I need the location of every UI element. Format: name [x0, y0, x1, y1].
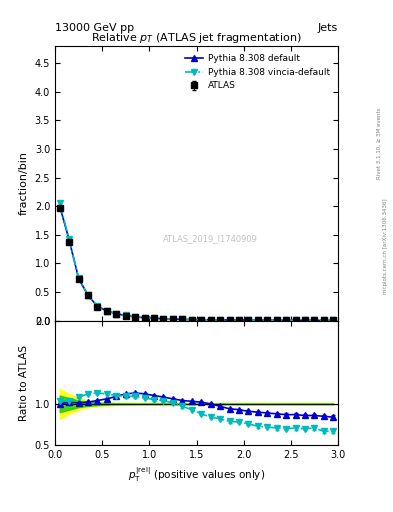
Pythia 8.308 default: [123, 312, 128, 318]
Pythia 8.308 vincia-default: [189, 316, 194, 323]
Pythia 8.308 vincia-default: [180, 316, 185, 323]
Pythia 8.308 default: [208, 317, 213, 323]
Pythia 8.308 vincia-default: [246, 317, 251, 323]
Pythia 8.308 vincia-default: [293, 317, 298, 324]
Pythia 8.308 default: [227, 317, 232, 323]
Pythia 8.308 default: [284, 317, 288, 324]
Line: Pythia 8.308 default: Pythia 8.308 default: [57, 203, 336, 323]
Pythia 8.308 default: [199, 316, 204, 323]
Pythia 8.308 default: [152, 315, 156, 322]
Pythia 8.308 default: [246, 317, 251, 323]
Pythia 8.308 default: [274, 317, 279, 323]
Pythia 8.308 vincia-default: [142, 314, 147, 321]
Pythia 8.308 vincia-default: [67, 237, 72, 243]
Pythia 8.308 default: [76, 275, 81, 282]
Pythia 8.308 vincia-default: [237, 317, 241, 323]
Pythia 8.308 vincia-default: [255, 317, 260, 323]
Pythia 8.308 default: [114, 311, 119, 317]
Pythia 8.308 vincia-default: [265, 317, 270, 323]
Pythia 8.308 vincia-default: [76, 275, 81, 282]
Pythia 8.308 vincia-default: [321, 317, 326, 324]
X-axis label: $p_{\mathrm{T}}^{\mathrm{|rel|}}$ (positive values only): $p_{\mathrm{T}}^{\mathrm{|rel|}}$ (posit…: [128, 466, 265, 484]
Pythia 8.308 vincia-default: [133, 314, 138, 320]
Pythia 8.308 vincia-default: [303, 317, 307, 324]
Pythia 8.308 vincia-default: [57, 200, 62, 206]
Pythia 8.308 default: [303, 317, 307, 324]
Text: 13000 GeV pp: 13000 GeV pp: [55, 23, 134, 33]
Pythia 8.308 vincia-default: [218, 317, 222, 323]
Pythia 8.308 default: [218, 317, 222, 323]
Pythia 8.308 default: [57, 203, 62, 209]
Pythia 8.308 default: [265, 317, 270, 323]
Legend: Pythia 8.308 default, Pythia 8.308 vincia-default, ATLAS: Pythia 8.308 default, Pythia 8.308 vinci…: [182, 51, 334, 94]
Pythia 8.308 vincia-default: [105, 308, 109, 314]
Pythia 8.308 default: [161, 316, 166, 322]
Pythia 8.308 vincia-default: [227, 317, 232, 323]
Pythia 8.308 vincia-default: [208, 317, 213, 323]
Pythia 8.308 vincia-default: [86, 292, 90, 298]
Pythia 8.308 default: [95, 303, 100, 309]
Pythia 8.308 default: [171, 316, 175, 322]
Pythia 8.308 default: [67, 237, 72, 243]
Pythia 8.308 default: [142, 314, 147, 321]
Y-axis label: Ratio to ATLAS: Ratio to ATLAS: [19, 345, 29, 421]
Pythia 8.308 vincia-default: [152, 315, 156, 322]
Pythia 8.308 default: [321, 317, 326, 324]
Pythia 8.308 default: [293, 317, 298, 324]
Pythia 8.308 default: [237, 317, 241, 323]
Text: ATLAS_2019_I1740909: ATLAS_2019_I1740909: [163, 234, 258, 243]
Pythia 8.308 vincia-default: [161, 316, 166, 322]
Pythia 8.308 vincia-default: [274, 317, 279, 323]
Pythia 8.308 default: [312, 317, 317, 324]
Pythia 8.308 vincia-default: [312, 317, 317, 324]
Pythia 8.308 default: [189, 316, 194, 323]
Text: Jets: Jets: [318, 23, 338, 33]
Pythia 8.308 vincia-default: [284, 317, 288, 324]
Pythia 8.308 default: [331, 317, 336, 324]
Pythia 8.308 default: [180, 316, 185, 323]
Pythia 8.308 vincia-default: [123, 312, 128, 318]
Pythia 8.308 vincia-default: [199, 316, 204, 323]
Pythia 8.308 default: [105, 308, 109, 314]
Title: Relative $p_T$ (ATLAS jet fragmentation): Relative $p_T$ (ATLAS jet fragmentation): [91, 31, 302, 45]
Pythia 8.308 default: [86, 292, 90, 298]
Pythia 8.308 vincia-default: [331, 317, 336, 324]
Y-axis label: fraction/bin: fraction/bin: [19, 152, 29, 216]
Text: mcplots.cern.ch [arXiv:1306.3436]: mcplots.cern.ch [arXiv:1306.3436]: [383, 198, 387, 293]
Pythia 8.308 vincia-default: [114, 311, 119, 317]
Pythia 8.308 default: [133, 314, 138, 320]
Pythia 8.308 vincia-default: [171, 316, 175, 322]
Pythia 8.308 vincia-default: [95, 303, 100, 309]
Pythia 8.308 default: [255, 317, 260, 323]
Text: Rivet 3.1.10, ≥ 3M events: Rivet 3.1.10, ≥ 3M events: [377, 108, 382, 179]
Line: Pythia 8.308 vincia-default: Pythia 8.308 vincia-default: [57, 201, 336, 323]
